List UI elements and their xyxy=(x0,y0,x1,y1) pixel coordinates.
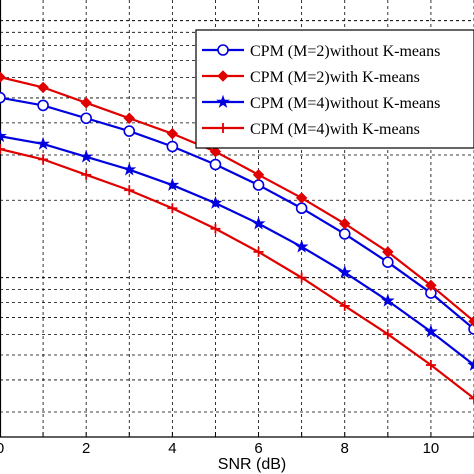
x-tick-labels: 0 2 4 6 8 10 xyxy=(0,440,439,457)
legend: CPM (M=2)without K-means CPM (M=2)with K-… xyxy=(195,29,474,149)
series-marker xyxy=(37,99,49,112)
series-marker xyxy=(339,217,351,230)
series-marker xyxy=(0,129,7,143)
series-marker xyxy=(252,169,265,181)
series-marker xyxy=(253,246,264,257)
x-tick-label: 2 xyxy=(82,440,90,457)
series-marker xyxy=(295,192,308,204)
legend-label: CPM (M=2)without K-means xyxy=(250,43,440,60)
series-lines xyxy=(0,71,474,404)
series-line xyxy=(0,148,474,400)
series-marker xyxy=(0,144,5,155)
series-line xyxy=(0,76,474,323)
series-line xyxy=(0,135,474,366)
series-marker xyxy=(216,94,230,108)
series-marker xyxy=(123,112,135,124)
series-marker xyxy=(167,203,178,214)
series-marker xyxy=(80,112,92,125)
series-marker xyxy=(80,97,92,109)
series-marker xyxy=(467,357,474,371)
legend-item: CPM (M=4)with K-means xyxy=(202,121,420,138)
series-4 xyxy=(0,144,474,404)
series-marker xyxy=(208,195,223,209)
series-marker xyxy=(295,202,308,215)
series-marker xyxy=(382,329,393,340)
series-2 xyxy=(0,71,474,328)
series-marker xyxy=(424,324,438,338)
series-3 xyxy=(0,129,474,371)
series-marker xyxy=(382,246,394,258)
series-marker xyxy=(425,279,437,292)
series-marker xyxy=(468,315,474,328)
series-marker xyxy=(166,127,179,140)
series-marker xyxy=(38,154,49,165)
series-marker xyxy=(468,323,474,335)
series-marker xyxy=(210,223,221,234)
series-marker xyxy=(252,179,265,191)
series-marker xyxy=(79,149,94,163)
series-marker xyxy=(294,239,309,253)
series-marker xyxy=(36,136,50,150)
series-marker xyxy=(124,185,135,196)
series-marker xyxy=(425,360,436,371)
series-line xyxy=(0,96,474,330)
series-1 xyxy=(0,91,474,335)
legend-item: CPM (M=2)with K-means xyxy=(202,69,420,86)
x-tick-label: 0 xyxy=(0,440,4,457)
series-marker xyxy=(380,293,395,307)
x-tick-label: 8 xyxy=(341,440,349,457)
legend-label: CPM (M=4)without K-means xyxy=(250,95,440,112)
legend-item: CPM (M=4)without K-means xyxy=(202,94,440,112)
series-marker xyxy=(469,393,474,404)
series-marker xyxy=(338,228,351,240)
series-marker xyxy=(337,265,352,279)
legend-item: CPM (M=2)without K-means xyxy=(202,43,440,60)
series-marker xyxy=(217,44,229,56)
x-tick-label: 4 xyxy=(168,440,176,457)
series-marker xyxy=(296,272,307,283)
series-marker xyxy=(251,216,266,230)
series-marker xyxy=(0,91,6,104)
x-tick-label: 6 xyxy=(254,440,262,457)
series-marker xyxy=(218,123,228,133)
series-marker xyxy=(209,145,222,158)
series-marker xyxy=(217,70,229,82)
series-marker xyxy=(165,177,180,191)
series-marker xyxy=(382,256,394,269)
series-marker xyxy=(123,125,136,137)
series-marker xyxy=(166,140,179,153)
x-axis-label: SNR (dB) xyxy=(218,456,286,473)
legend-label: CPM (M=2)with K-means xyxy=(250,69,420,86)
series-marker xyxy=(209,158,222,171)
series-marker xyxy=(122,162,137,176)
series-marker xyxy=(37,81,49,94)
series-marker xyxy=(339,300,350,311)
legend-label: CPM (M=4)with K-means xyxy=(250,121,420,138)
series-marker xyxy=(0,71,6,83)
x-tick-label: 10 xyxy=(423,440,440,457)
series-marker xyxy=(81,169,92,180)
